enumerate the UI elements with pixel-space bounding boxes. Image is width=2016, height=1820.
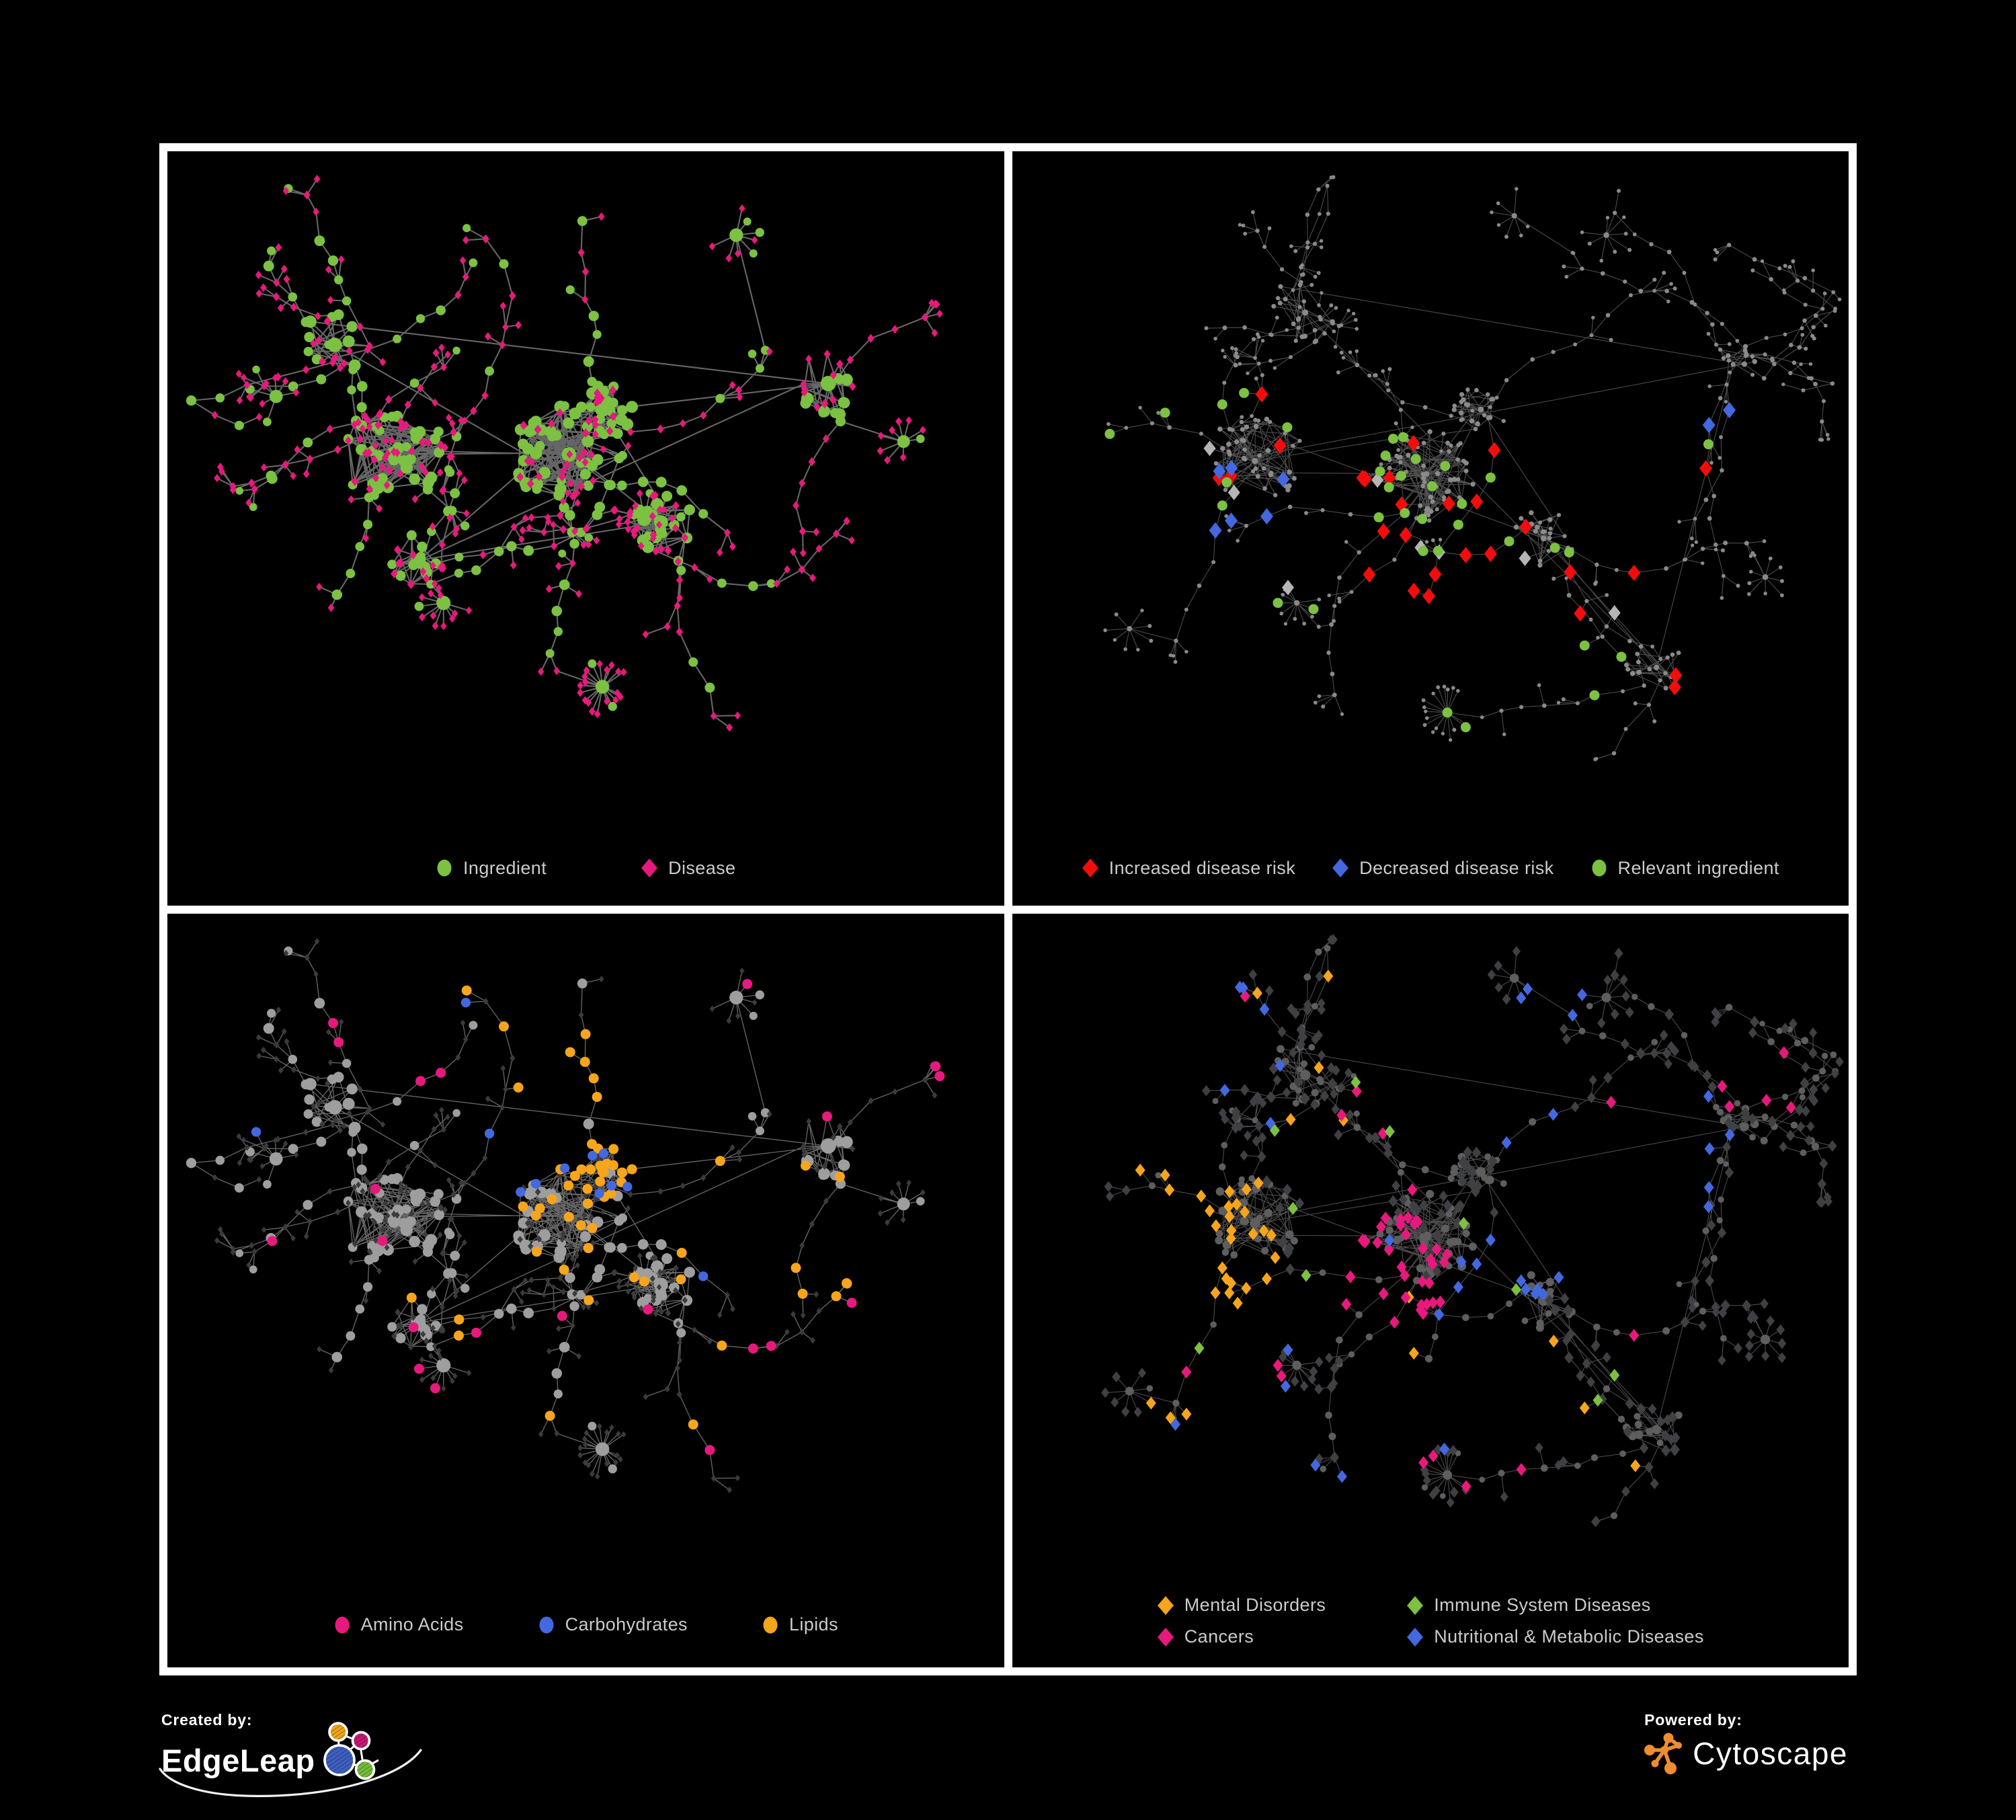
circle-swatch-icon bbox=[1592, 859, 1607, 877]
cytoscape-wordmark: Cytoscape bbox=[1693, 1736, 1848, 1771]
legend-label: Increased disease risk bbox=[1108, 857, 1296, 878]
network-graph-nutrient-class bbox=[186, 937, 945, 1493]
edgeleap-logo-icon bbox=[323, 1722, 379, 1780]
panel-disease-category: Mental Disorders Immune System Diseases Ca… bbox=[1012, 913, 1849, 1667]
legend-label: Mental Disorders bbox=[1184, 1595, 1326, 1615]
panel-grid: Ingredient Disease Increased disease risk… bbox=[159, 143, 1857, 1675]
legend-label: Amino Acids bbox=[360, 1614, 464, 1634]
cytoscape-logo-icon bbox=[1644, 1733, 1683, 1774]
circle-swatch-icon bbox=[539, 1616, 554, 1633]
legend-label: Ingredient bbox=[463, 857, 547, 878]
legend-item-amino-acids: Amino Acids bbox=[333, 1614, 464, 1635]
legend-item-relevant-ingredient: Relevant ingredient bbox=[1590, 858, 1779, 879]
legend-item-decreased-disease-risk: Decreased disease risk bbox=[1332, 858, 1554, 879]
legend-item-carbohydrates: Carbohydrates bbox=[538, 1614, 688, 1635]
circle-swatch-icon bbox=[335, 1616, 350, 1633]
diamond-swatch-icon bbox=[1407, 1627, 1424, 1647]
legend-item-cancers: Cancers bbox=[1157, 1626, 1254, 1647]
legend-label: Immune System Diseases bbox=[1434, 1595, 1651, 1615]
cytoscape-credit: Powered by: Cytoscape bbox=[1644, 1711, 1848, 1775]
diamond-swatch-icon bbox=[1332, 859, 1349, 877]
legend-item-immune-system-diseases: Immune System Diseases bbox=[1406, 1595, 1650, 1616]
edgeleap-credit: Created by: EdgeLeap bbox=[159, 1711, 484, 1797]
circle-swatch-icon bbox=[763, 1616, 778, 1633]
diamond-swatch-icon bbox=[1407, 1595, 1424, 1615]
legend-item-ingredient: Ingredient bbox=[436, 858, 547, 879]
legend-label: Carbohydrates bbox=[565, 1614, 688, 1634]
legend-item-mental-disorders: Mental Disorders bbox=[1157, 1595, 1326, 1616]
powered-by-label: Powered by: bbox=[1644, 1711, 1742, 1729]
legend-disease-risk: Increased disease risk Decreased disease … bbox=[1012, 858, 1849, 879]
network-graph-disease-category bbox=[1100, 933, 1844, 1527]
legend-label: Lipids bbox=[789, 1614, 838, 1634]
legend-item-nutritional-metabolic-diseases: Nutritional & Metabolic Diseases bbox=[1406, 1626, 1703, 1647]
network-graph-ingredient-disease bbox=[186, 174, 943, 732]
legend-disease-category: Mental Disorders Immune System Diseases Ca… bbox=[1012, 1595, 1849, 1647]
legend-label: Relevant ingredient bbox=[1617, 857, 1779, 878]
legend-nutrient-class: Amino Acids Carbohydrates Lipids bbox=[167, 1614, 1004, 1635]
legend-label: Cancers bbox=[1184, 1626, 1254, 1647]
legend-ingredient-disease: Ingredient Disease bbox=[167, 858, 1004, 879]
network-graph-disease-risk bbox=[1102, 175, 1841, 762]
diamond-swatch-icon bbox=[1157, 1595, 1174, 1615]
legend-item-disease: Disease bbox=[641, 858, 735, 879]
circle-swatch-icon bbox=[437, 859, 452, 877]
diamond-swatch-icon bbox=[641, 859, 658, 877]
diamond-swatch-icon bbox=[1157, 1627, 1174, 1647]
created-by-label: Created by: bbox=[161, 1711, 253, 1729]
panel-ingredient-disease: Ingredient Disease bbox=[167, 151, 1004, 906]
diamond-swatch-icon bbox=[1082, 859, 1098, 877]
edgeleap-swoosh-icon bbox=[159, 1749, 422, 1797]
legend-item-increased-disease-risk: Increased disease risk bbox=[1082, 858, 1295, 879]
panel-nutrient-class: Amino Acids Carbohydrates Lipids bbox=[167, 913, 1004, 1667]
legend-label: Disease bbox=[668, 857, 736, 878]
legend-item-lipids: Lipids bbox=[762, 1614, 838, 1635]
panel-disease-risk: Increased disease risk Decreased disease … bbox=[1012, 151, 1849, 906]
edgeleap-wordmark: EdgeLeap bbox=[161, 1742, 315, 1778]
legend-label: Nutritional & Metabolic Diseases bbox=[1434, 1626, 1704, 1647]
legend-label: Decreased disease risk bbox=[1359, 857, 1554, 878]
